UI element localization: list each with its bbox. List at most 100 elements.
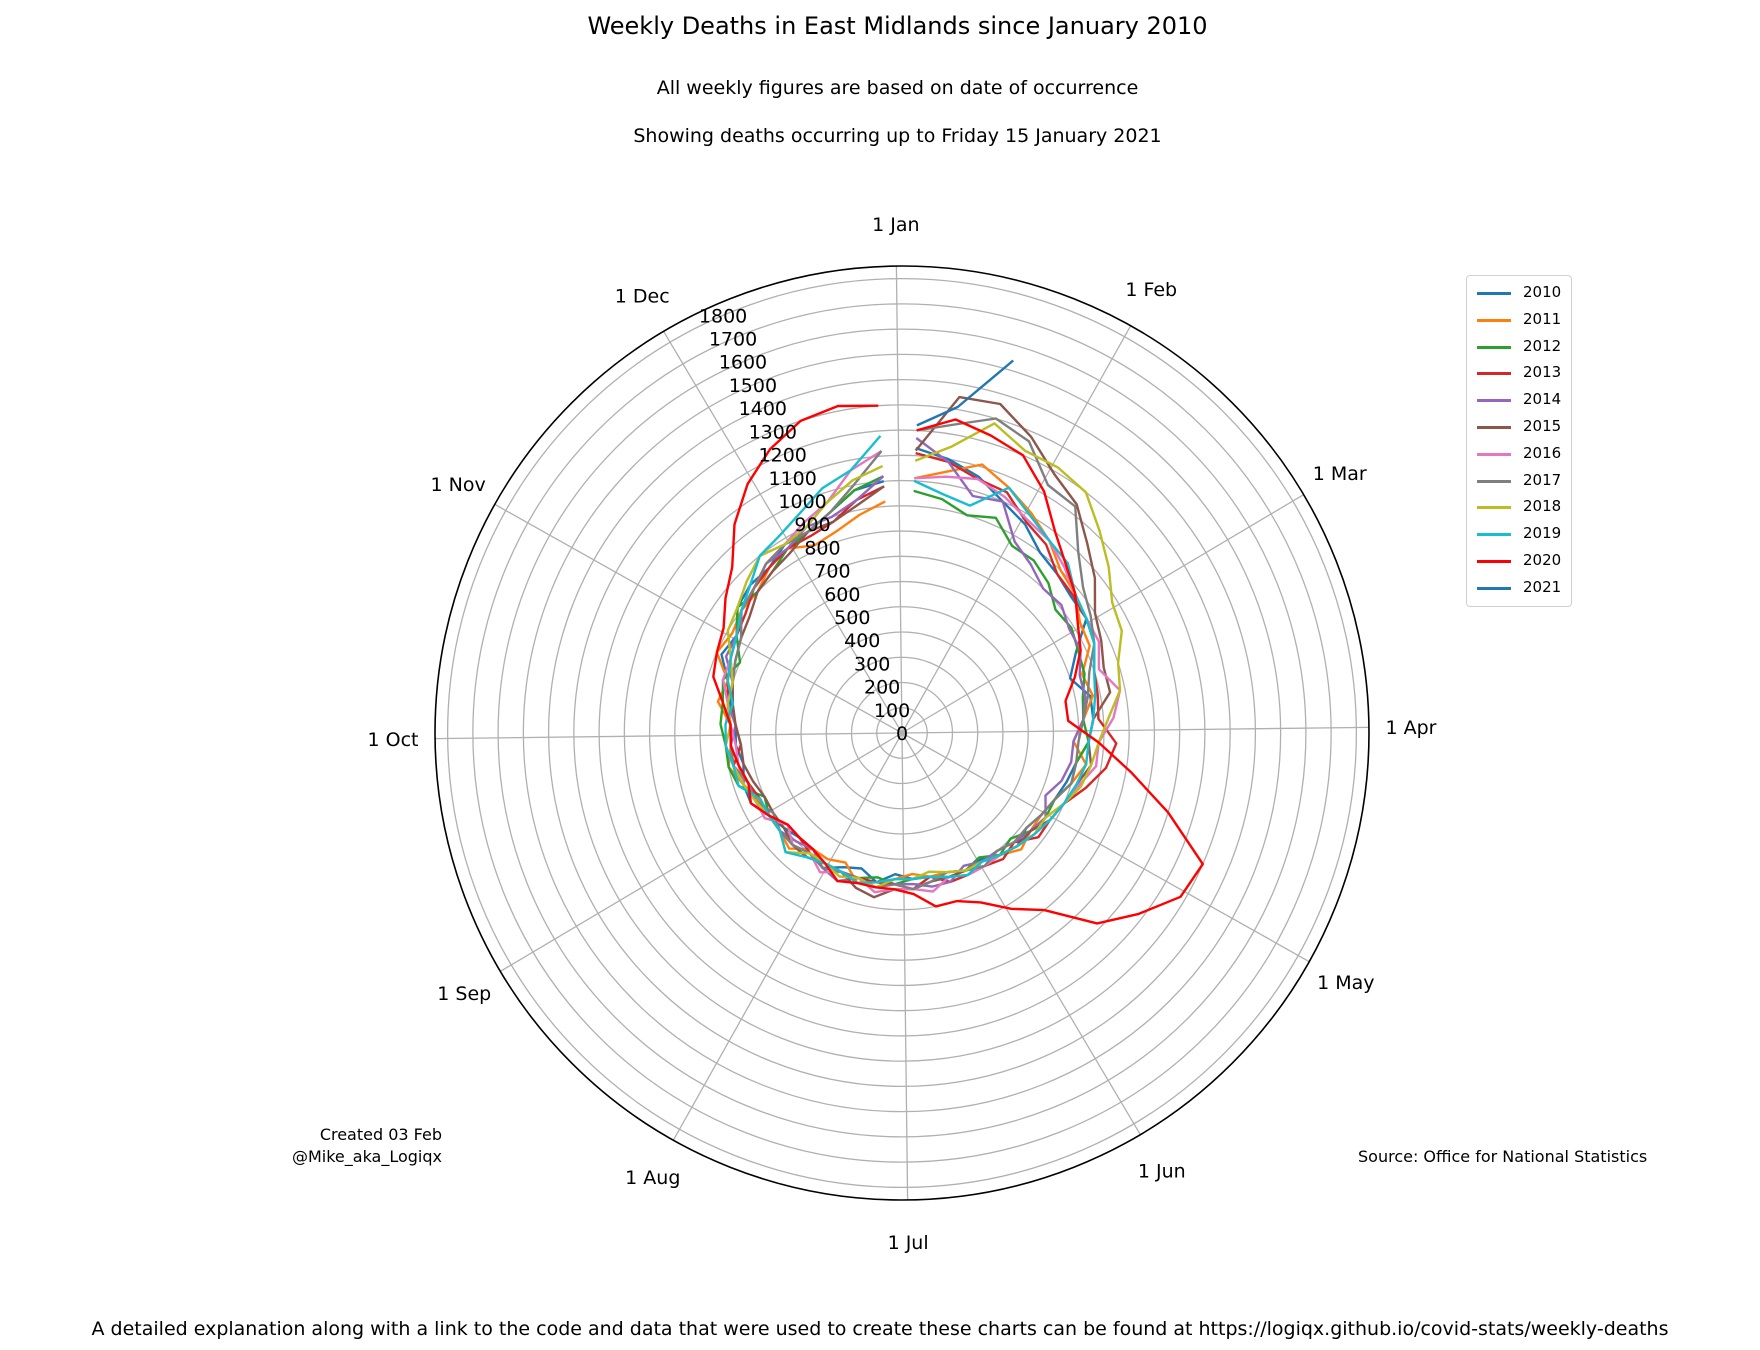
legend-label: 2015 <box>1523 416 1562 435</box>
r-tick-label: 0 <box>896 723 908 745</box>
r-tick-label: 1100 <box>768 468 816 490</box>
legend-item-2020: 2020 <box>1467 548 1571 575</box>
spoke-9 <box>435 732 903 740</box>
legend-swatch <box>1477 533 1511 537</box>
grid-ring-300 <box>825 656 979 810</box>
legend-swatch <box>1477 479 1511 483</box>
month-spokes <box>435 266 1369 1200</box>
created-date: Created 03 Feb <box>319 1125 442 1144</box>
r-tick-label: 700 <box>814 561 850 583</box>
grid-ring-1700 <box>472 303 1332 1163</box>
legend-item-2018: 2018 <box>1467 494 1571 521</box>
legend-item-2016: 2016 <box>1467 441 1571 468</box>
month-label: 1 Dec <box>615 285 670 307</box>
legend-label: 2014 <box>1523 390 1562 409</box>
legend-label: 2010 <box>1523 283 1562 301</box>
spoke-4 <box>901 732 1310 963</box>
month-label: 1 Apr <box>1385 717 1436 739</box>
month-label: 1 Nov <box>431 474 486 496</box>
legend-item-2013: 2013 <box>1467 360 1571 387</box>
series-line-2020 <box>712 404 1204 925</box>
spoke-5 <box>901 732 1141 1135</box>
month-label: 1 Jun <box>1138 1161 1186 1183</box>
spoke-1 <box>901 325 1132 734</box>
footnote: A detailed explanation along with a link… <box>91 1318 1669 1340</box>
legend-label: 2012 <box>1523 336 1562 355</box>
r-tick-label: 1300 <box>749 421 797 443</box>
r-tick-label: 800 <box>804 537 840 559</box>
series-layer <box>712 359 1204 925</box>
legend-swatch <box>1477 586 1511 590</box>
r-tick-label: 200 <box>864 677 900 699</box>
series-line-2019 <box>724 435 1097 885</box>
legend-label: 2021 <box>1523 577 1562 596</box>
spoke-0 <box>895 266 903 734</box>
legend-swatch <box>1477 425 1511 429</box>
outer-frame <box>434 265 1370 1201</box>
legend-item-2017: 2017 <box>1467 468 1571 495</box>
r-tick-label: 1400 <box>739 398 787 420</box>
r-tick-label: 900 <box>794 514 830 536</box>
grid-ring-1000 <box>648 479 1156 987</box>
r-tick-label: 600 <box>824 584 860 606</box>
r-tick-label: 1600 <box>719 352 767 374</box>
spoke-10 <box>494 503 903 734</box>
grid-ring-1300 <box>573 404 1231 1062</box>
legend-swatch <box>1477 292 1511 295</box>
legend-label: 2011 <box>1523 309 1562 328</box>
r-tick-label: 400 <box>844 630 880 652</box>
legend-item-2011: 2011 <box>1467 307 1571 334</box>
r-tick-label: 100 <box>874 700 910 722</box>
legend-swatch <box>1477 345 1511 349</box>
chart-subtitle-date-range: Showing deaths occurring up to Friday 15… <box>633 125 1162 147</box>
legend-item-2010: 2010 <box>1467 280 1571 307</box>
legend-label: 2019 <box>1523 524 1562 543</box>
legend-label: 2013 <box>1523 363 1562 382</box>
r-tick-label: 1500 <box>729 375 777 397</box>
legend-swatch <box>1477 399 1511 403</box>
legend-label: 2017 <box>1523 470 1562 489</box>
legend-swatch <box>1477 452 1511 456</box>
legend-label: 2016 <box>1523 443 1562 462</box>
legend-item-2014: 2014 <box>1467 387 1571 414</box>
legend-item-2015: 2015 <box>1467 414 1571 441</box>
source-credit: Source: Office for National Statistics <box>1358 1147 1648 1166</box>
month-label: 1 Jan <box>872 214 919 236</box>
legend-label: 2020 <box>1523 550 1562 569</box>
series-line-2011 <box>715 463 1094 885</box>
grid-ring-1400 <box>547 378 1257 1088</box>
radial-grid <box>446 277 1358 1189</box>
r-tick-label: 1200 <box>759 445 807 467</box>
chart-title: Weekly Deaths in East Midlands since Jan… <box>587 12 1208 40</box>
spoke-6 <box>901 732 909 1200</box>
month-label: 1 Feb <box>1125 279 1177 301</box>
legend-item-2021: 2021 <box>1467 575 1571 602</box>
grid-ring-400 <box>800 631 1004 835</box>
spoke-2 <box>901 494 1304 734</box>
legend-swatch <box>1477 318 1511 322</box>
legend-item-2012: 2012 <box>1467 334 1571 361</box>
series-line-2021 <box>916 359 1014 427</box>
grid-ring-1200 <box>598 429 1206 1037</box>
series-line-2014 <box>724 437 1087 889</box>
r-tick-label: 300 <box>854 653 890 675</box>
legend-swatch <box>1477 372 1511 376</box>
month-label: 1 Sep <box>437 983 491 1005</box>
month-label: 1 Mar <box>1313 463 1367 485</box>
r-tick-label: 1800 <box>699 305 747 327</box>
month-label: 1 Oct <box>368 729 419 751</box>
polar-frame <box>434 265 1370 1201</box>
grid-ring-500 <box>775 606 1029 860</box>
grid-ring-1600 <box>497 328 1307 1138</box>
chart-subtitle-occurrence: All weekly figures are based on date of … <box>656 77 1139 99</box>
radial-tick-labels: 0100200300400500600700800900100011001200… <box>699 305 910 745</box>
r-tick-label: 1000 <box>778 491 826 513</box>
grid-ring-1500 <box>522 353 1282 1113</box>
month-label: 1 May <box>1317 972 1374 994</box>
spoke-8 <box>500 732 903 972</box>
grid-ring-900 <box>674 505 1130 961</box>
grid-ring-1100 <box>623 454 1181 1012</box>
month-label: 1 Jul <box>888 1232 929 1254</box>
legend-label: 2018 <box>1523 497 1562 516</box>
